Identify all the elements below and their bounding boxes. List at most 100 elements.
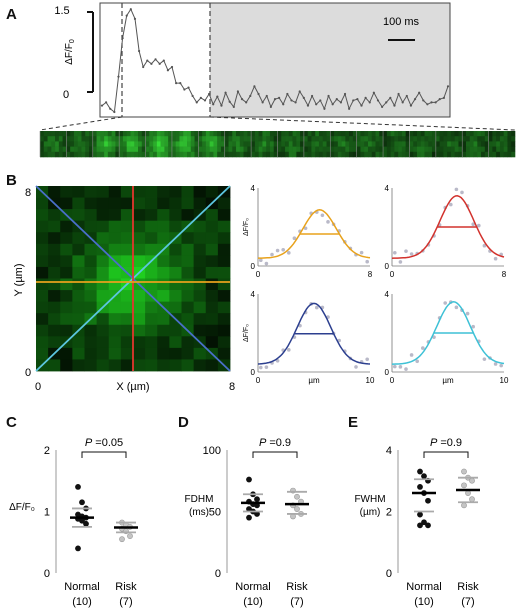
filmstrip-pixel [507, 151, 512, 158]
profile-data-point [287, 348, 291, 352]
filmstrip-pixel [307, 136, 312, 142]
filmstrip-pixel [266, 146, 271, 153]
trace-point [389, 96, 392, 99]
trace-point [385, 101, 388, 104]
trace-point [401, 101, 404, 104]
trace-point [224, 91, 227, 94]
filmstrip-pixel [122, 151, 128, 158]
filmstrip-frame [198, 131, 226, 158]
dot-plot-ytick: 2 [386, 507, 392, 519]
filmstrip-pixel [115, 136, 120, 142]
filmstrip-pixel [73, 146, 78, 153]
heatmap-cell [48, 359, 61, 372]
profile-data-point [259, 365, 263, 370]
filmstrip-pixel [386, 136, 391, 142]
filmstrip-pixel [511, 136, 516, 142]
heatmap-cell [217, 336, 231, 349]
filmstrip-pixel [379, 146, 384, 153]
filmstrip-pixel [337, 131, 342, 137]
filmstrip-pixel [349, 146, 354, 153]
filmstrip-pixel [450, 151, 455, 158]
filmstrip-pixel [160, 151, 165, 158]
filmstrip-pixel [503, 146, 508, 153]
filmstrip-pixel [454, 151, 459, 158]
filmstrip-pixel [153, 131, 158, 137]
filmstrip-pixel [409, 151, 414, 158]
filmstrip-pixel [160, 136, 165, 142]
filmstrip-pixel [269, 146, 275, 153]
heatmap-cell [48, 255, 61, 268]
filmstrip-pixel [205, 146, 210, 153]
heatmap-cell [60, 197, 73, 210]
filmstrip-pixel [398, 136, 403, 142]
heatmap-cell [48, 301, 61, 314]
heatmap-cell [36, 290, 49, 303]
filmstrip-pixel [428, 136, 433, 142]
trace-point [253, 85, 256, 88]
profile-fit-curve [392, 301, 505, 365]
heatmap-cell [217, 347, 231, 360]
filmstrip-pixel [183, 151, 188, 158]
trace-point [150, 62, 153, 65]
heatmap-cell [169, 359, 182, 372]
trace-point [426, 103, 429, 106]
filmstrip-pixel [428, 151, 433, 158]
data-point [127, 533, 133, 539]
filmstrip-pixel [220, 136, 226, 142]
filmstrip-pixel [307, 146, 312, 153]
profile-data-point [465, 311, 470, 316]
trace-point [286, 92, 289, 96]
filmstrip-pixel [104, 146, 109, 153]
filmstrip-pixel [315, 141, 320, 147]
filmstrip-pixel [262, 151, 267, 158]
heatmap-cell [157, 220, 170, 233]
trace-point [232, 105, 235, 108]
filmstrip-pixel [337, 146, 342, 153]
filmstrip-pixel [47, 141, 52, 147]
heatmap-cell [84, 347, 98, 360]
heatmap-cell [205, 324, 219, 337]
panel-label-c: C [6, 414, 17, 431]
filmstrip-pixel [398, 141, 403, 147]
filmstrip-pixel [322, 146, 327, 153]
filmstrip-pixel [209, 136, 214, 142]
profile-data-point [320, 213, 325, 218]
filmstrip-pixel [462, 151, 467, 158]
profile-data-point [449, 202, 453, 207]
heatmap-cell [60, 266, 73, 279]
filmstrip-pixel [435, 146, 440, 153]
heatmap-cell [157, 232, 170, 245]
heatmap-cell [205, 301, 219, 314]
filmstrip-pixel [307, 131, 312, 137]
profile-ylabel: ΔF/F₀ [243, 218, 250, 236]
heatmap-cell [205, 243, 219, 256]
profile-ylabel: ΔF/F₀ [243, 324, 250, 342]
filmstrip-pixel [420, 141, 425, 147]
trace-point [306, 104, 310, 107]
filmstrip-pixel [330, 136, 335, 142]
filmstrip-pixel [55, 141, 60, 147]
filmstrip-pixel [390, 141, 395, 147]
trace-point [105, 101, 108, 104]
filmstrip-pixel [119, 136, 124, 142]
heatmap-cell [145, 313, 158, 326]
heatmap-cell [108, 313, 122, 326]
profile-ytick-top: 4 [385, 290, 390, 299]
filmstrip-pixel [47, 131, 52, 137]
profile-data-point [393, 364, 397, 369]
filmstrip-pixel [507, 146, 512, 153]
filmstrip-pixel [432, 131, 437, 137]
heatmap-cell [72, 359, 85, 372]
filmstrip-pixel [326, 141, 331, 147]
filmstrip-pixel [243, 151, 248, 158]
filmstrip-pixel [360, 136, 365, 142]
filmstrip-pixel [356, 131, 361, 137]
filmstrip-pixel [499, 141, 504, 147]
filmstrip-pixel [66, 131, 71, 137]
filmstrip-pixel [364, 141, 369, 147]
heatmap-cell [72, 313, 85, 326]
filmstrip-pixel [473, 141, 478, 147]
filmstrip-pixel [55, 146, 60, 153]
heatmap-cell [157, 290, 170, 303]
filmstrip-pixel [198, 151, 203, 158]
